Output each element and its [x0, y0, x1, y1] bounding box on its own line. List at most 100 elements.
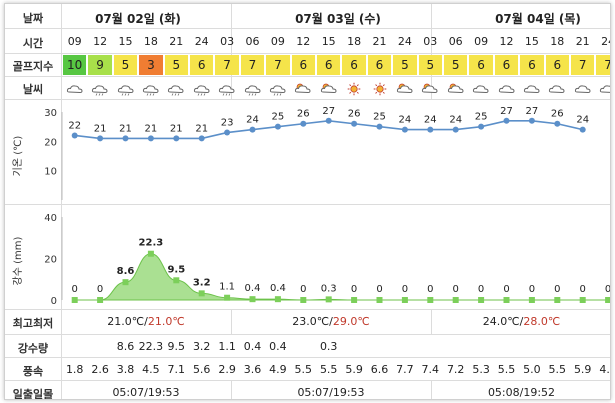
rain-y-tick: 20: [44, 255, 57, 266]
rain-value-label: 0: [376, 284, 382, 295]
sun-cloud-icon: [420, 81, 440, 95]
time-cell: 24: [194, 35, 209, 48]
temp-point: [122, 135, 129, 142]
cloud-icon: [497, 81, 517, 95]
rain-point: [300, 297, 307, 303]
temp-point: [376, 123, 383, 130]
rain-point: [554, 297, 561, 303]
golf-index-cell: 5: [418, 55, 442, 75]
wind-cell: 2.9: [218, 363, 236, 376]
cloud-rain-icon: [192, 81, 212, 96]
wind-cell: 5.6: [192, 363, 211, 376]
time-cell: 12: [296, 35, 311, 48]
rain-point: [147, 250, 154, 257]
time-cell: 18: [143, 35, 158, 48]
golf-index-cell: 6: [317, 55, 341, 75]
temp-point: [579, 126, 586, 133]
wind-cell: 4.5: [142, 363, 160, 376]
time-cell: 18: [347, 35, 362, 48]
rain-amount-cell: 22.3: [138, 340, 164, 353]
time-cell: 09: [270, 35, 285, 48]
rain-y-tick: 40: [44, 213, 57, 224]
wind-cell: 6.6: [370, 363, 389, 376]
golf-index-cell: 6: [520, 55, 544, 75]
rain-value-label: 0: [300, 284, 306, 295]
rain-value-label: 0: [503, 284, 509, 295]
time-cell: 15: [524, 35, 539, 48]
sun-icon: [344, 81, 364, 96]
time-cell: 15: [321, 35, 336, 48]
rain-value-label: 1.1: [219, 282, 235, 293]
wind-cell: 1.8: [65, 363, 84, 376]
temp-point: [351, 120, 358, 127]
rain-point: [274, 296, 281, 303]
time-cell: 15: [118, 35, 133, 48]
wind-cell: 5.5: [548, 363, 567, 376]
temp-value-label: 21: [119, 123, 132, 134]
golf-index-cell: 5: [113, 55, 138, 75]
time-cell: 12: [93, 35, 108, 48]
sunrise-sunset-day2: 05:07/19:53: [297, 386, 365, 399]
time-cell: 21: [372, 35, 387, 48]
golf-index-cell: 7: [266, 55, 290, 75]
temp-point: [528, 117, 535, 124]
sun-cloud-icon: [319, 81, 339, 95]
rain-value-label: 0: [605, 284, 611, 295]
wind-cell: 5.5: [319, 363, 338, 376]
rain-value-label: 0.4: [245, 283, 261, 294]
temp-point: [554, 120, 561, 127]
rain-amount-cell: 0.3: [319, 340, 338, 353]
cloud-icon: [598, 81, 610, 95]
rain-point: [173, 277, 180, 284]
rain-value-label: 9.5: [167, 264, 185, 275]
wind-cell: 5.5: [294, 363, 313, 376]
time-cell: 24: [397, 35, 412, 48]
temp-value-label: 24: [576, 115, 589, 126]
temp-y-tick: 10: [44, 167, 57, 178]
wind-cell: 5.9: [345, 363, 363, 376]
wind-cell: 5.9: [573, 363, 592, 376]
golf-index-cell: 3: [139, 55, 163, 75]
temp-point: [427, 126, 434, 133]
golf-index-cell: 5: [393, 55, 417, 75]
cloud-icon: [522, 81, 542, 95]
cloud-rain-icon: [116, 81, 136, 96]
sun-cloud-icon: [446, 81, 466, 95]
rain-point: [605, 297, 610, 303]
rain-value-label: 0.4: [270, 283, 286, 294]
rain-point: [122, 279, 129, 286]
cloud-rain-icon: [217, 81, 237, 96]
cloud-icon: [547, 81, 567, 95]
temp-value-label: 21: [195, 123, 208, 134]
temp-point: [274, 123, 281, 130]
cloud-rain-icon: [268, 81, 288, 96]
rain-value-label: 0: [351, 284, 357, 295]
rain-point: [401, 297, 408, 303]
temp-point: [198, 135, 205, 142]
rain-point: [97, 297, 104, 303]
time-cell: 18: [550, 35, 565, 48]
temp-value-label: 21: [94, 123, 107, 134]
temp-value-label: 26: [551, 109, 564, 120]
time-row-label: 시간: [22, 37, 44, 50]
golf-index-row-label: 골프지수: [12, 60, 54, 73]
rain-value-label: 0.3: [321, 283, 337, 294]
temp-point: [71, 132, 78, 139]
golf-index-cell: 6: [545, 55, 569, 75]
temp-point: [401, 126, 408, 133]
wind-cell: 5.3: [472, 363, 490, 376]
date-header-day1: 07월 02일 (화): [95, 12, 181, 26]
temp-point: [224, 129, 231, 136]
golf-index-cell: 9: [88, 55, 112, 75]
rain-point: [503, 297, 510, 303]
temp-y-axis-label: 기온 (℃): [12, 136, 24, 177]
temp-value-label: 24: [449, 115, 462, 126]
time-cell: 09: [474, 35, 489, 48]
rain-value-label: 0: [97, 284, 103, 295]
time-cell: 03: [423, 35, 438, 48]
wind-cell: 5.0: [523, 363, 541, 376]
rain-value-label: 8.6: [117, 266, 135, 277]
temp-y-tick: 20: [44, 137, 57, 148]
rain-amount-cell: 0.4: [269, 340, 287, 353]
rain-value-label: 0: [72, 284, 78, 295]
